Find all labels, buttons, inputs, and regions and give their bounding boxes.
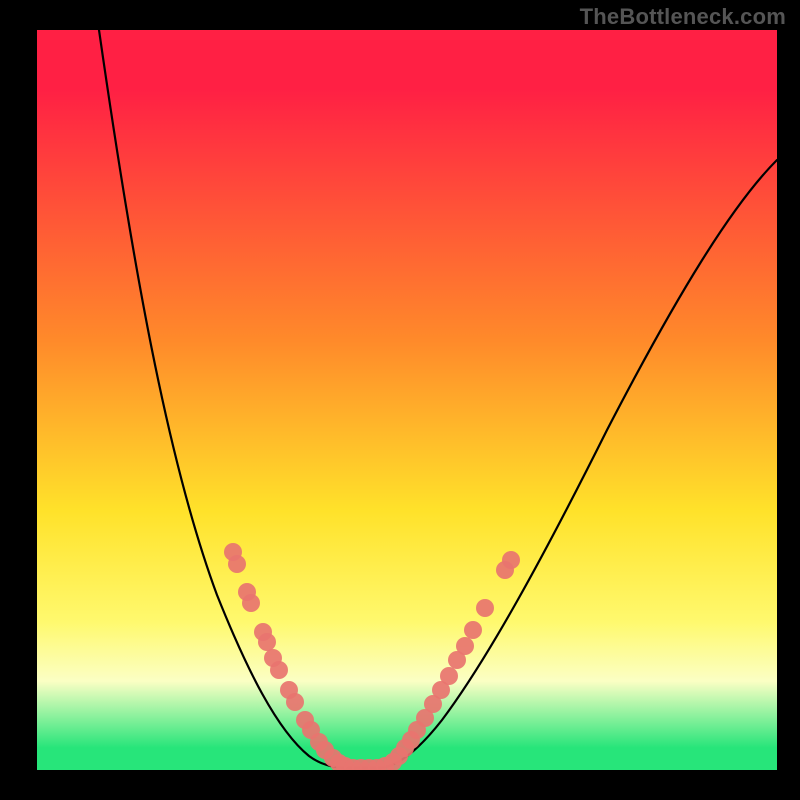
marker-trail-group [224, 543, 520, 770]
marker-dot [270, 661, 288, 679]
marker-dot [286, 693, 304, 711]
marker-dot [502, 551, 520, 569]
marker-dot [476, 599, 494, 617]
watermark-text: TheBottleneck.com [580, 4, 786, 30]
marker-dot [258, 633, 276, 651]
marker-dot [464, 621, 482, 639]
chart-svg-layer [37, 30, 777, 770]
chart-outer-frame: TheBottleneck.com [0, 0, 800, 800]
marker-dot [228, 555, 246, 573]
marker-dot [456, 637, 474, 655]
marker-dot [440, 667, 458, 685]
marker-dot [242, 594, 260, 612]
curve-left-branch [99, 30, 343, 768]
chart-plot-area [37, 30, 777, 770]
